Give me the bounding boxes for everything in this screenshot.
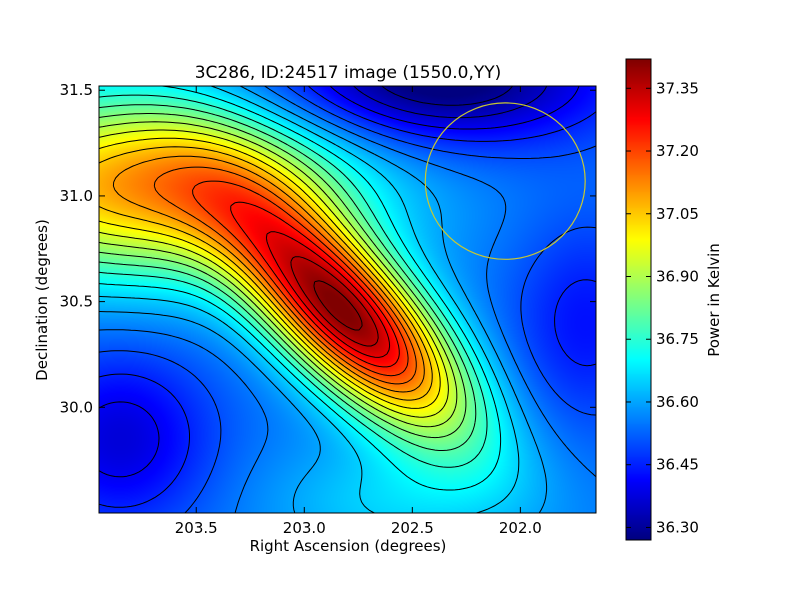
x-tick-label: 202.0 (499, 519, 542, 537)
colorbar-gradient (626, 59, 651, 540)
contour-line (381, 85, 513, 106)
y-tick-label: 30.0 (60, 398, 93, 416)
y-tick-label: 31.5 (60, 81, 93, 99)
colorbar-tick-label: 37.35 (656, 79, 699, 97)
contour-line (98, 121, 458, 428)
contour-line (98, 129, 449, 418)
colorbar-label: Power in Kelvin (705, 243, 723, 357)
colorbar-tick-label: 37.20 (656, 142, 699, 160)
contour-line (290, 256, 379, 347)
contour-line (98, 85, 548, 514)
y-axis-ticks: 30.0 30.5 31.0 31.5 (60, 81, 596, 416)
x-axis-label: Right Ascension (degrees) (250, 537, 447, 555)
y-axis-label: Declination (degrees) (33, 219, 51, 381)
x-tick-label: 203.0 (283, 519, 326, 537)
y-tick-label: 30.5 (60, 293, 93, 311)
colorbar-tick-label: 36.30 (656, 518, 699, 536)
contour-line (98, 137, 441, 409)
contour-line (192, 180, 409, 377)
colorbar-tick-label: 36.90 (656, 267, 699, 285)
contour-line (153, 166, 417, 385)
contour-line (98, 85, 520, 514)
plot-frame (98, 85, 597, 514)
contour-line (98, 113, 467, 439)
contour-line (98, 85, 597, 508)
contour-line (230, 201, 400, 368)
colorbar-tick-label: 37.05 (656, 205, 699, 223)
colorbar-tick-label: 36.60 (656, 393, 699, 411)
contour-line (98, 104, 477, 451)
x-tick-label: 203.5 (175, 519, 218, 537)
contour-line (98, 85, 502, 491)
x-tick-label: 202.5 (391, 519, 434, 537)
chart-title: 3C286, ID:24517 image (1550.0,YY) (195, 63, 502, 83)
contour-line (98, 146, 433, 401)
y-tick-label: 31.0 (60, 187, 93, 205)
x-axis-ticks: 203.5 203.0 202.5 202.0 (175, 86, 542, 537)
contour-line (98, 94, 488, 468)
contour-line (112, 155, 425, 393)
contour-line (265, 231, 391, 358)
contour-line (353, 85, 548, 119)
contour-line (99, 85, 597, 514)
colorbar-tick-label: 36.75 (656, 330, 699, 348)
contour-lines (98, 85, 597, 514)
colorbar-tick-label: 36.45 (656, 456, 699, 474)
beam-circle (424, 102, 586, 260)
colorbar-ticks: 36.30 36.45 36.60 36.75 36.90 37.05 37.20 37.35 (626, 79, 699, 536)
colorbar-frame (625, 58, 652, 541)
contour-line (313, 280, 363, 331)
